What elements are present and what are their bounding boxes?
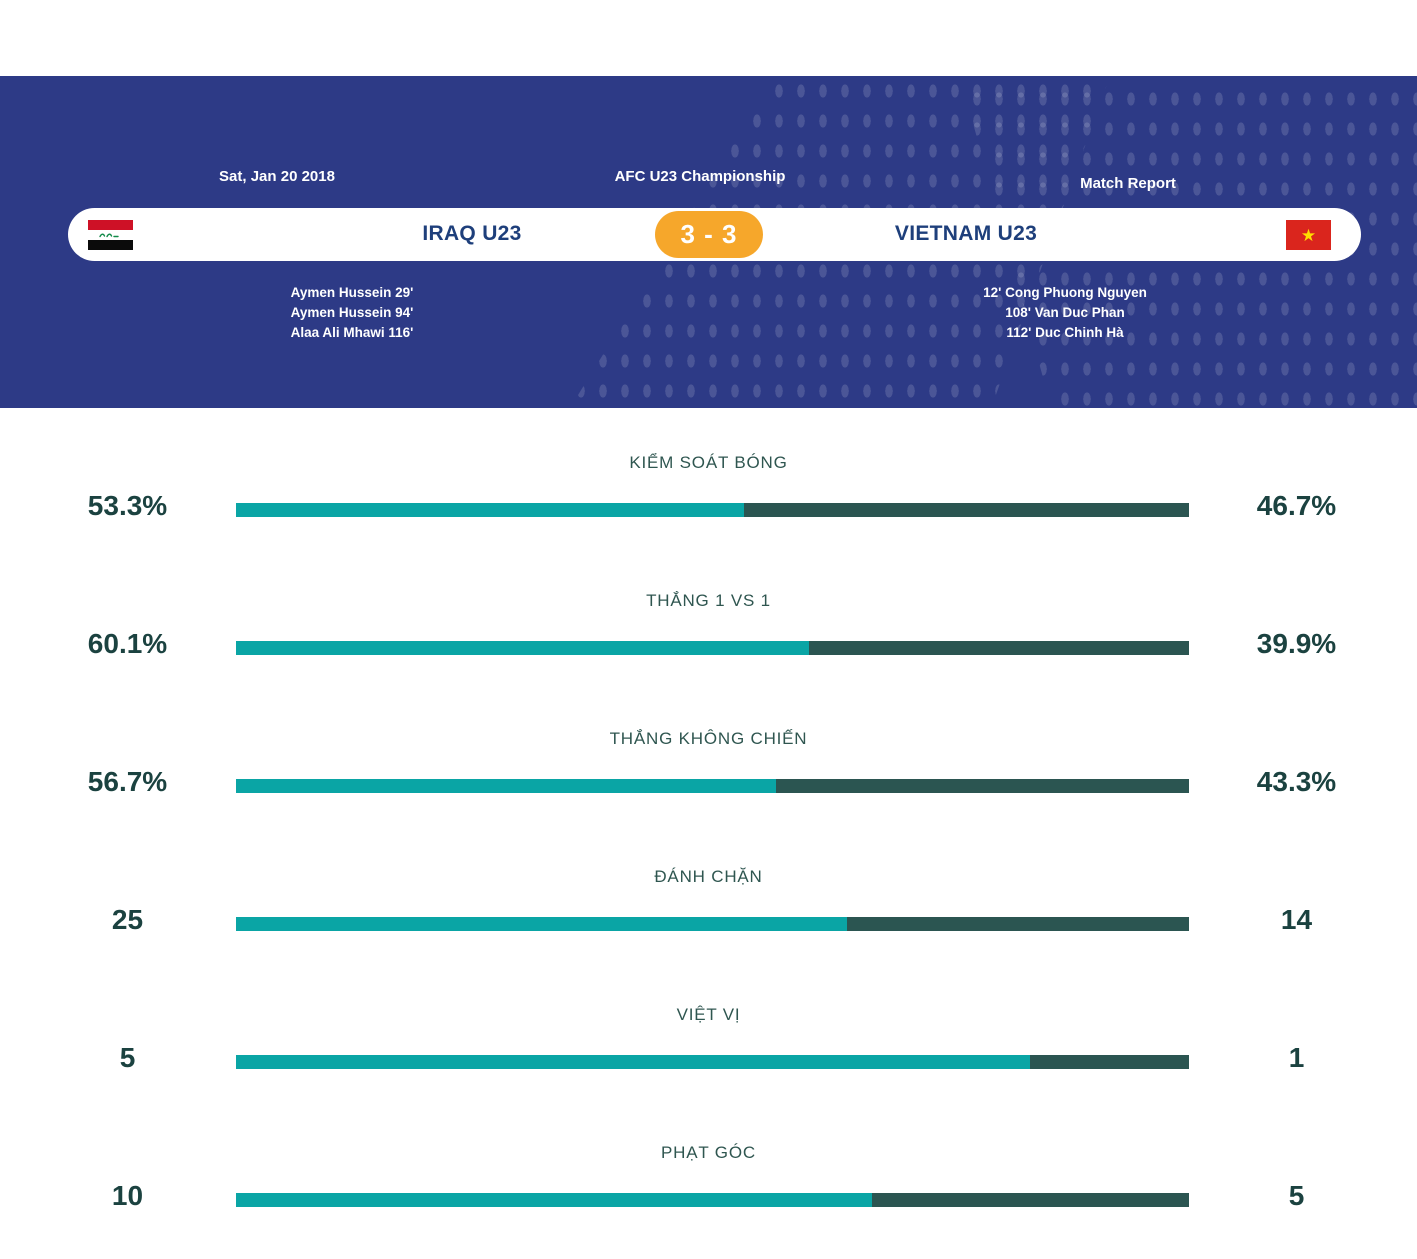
away-scorer: 112' Duc Chinh Hà [1006,325,1124,340]
match-date: Sat, Jan 20 2018 [219,168,335,185]
stat-row: THẮNG KHÔNG CHIẾN 56.7% 43.3% [0,724,1417,862]
stat-bar-home-fill [236,917,847,931]
stat-row: THẮNG 1 VS 1 60.1% 39.9% [0,586,1417,724]
stat-home-value: 5 [119,1042,136,1073]
match-stats-section: KIỂM SOÁT BÓNG 53.3% 46.7% THẮNG 1 VS 1 … [0,448,1417,1259]
competition-name: AFC U23 Championship [614,168,786,185]
stat-row: ĐÁNH CHẶN 25 14 [0,862,1417,1000]
vietnam-flag-icon: ★ [1286,220,1331,250]
stat-bar-home-fill [236,1055,1030,1069]
away-scorer: 12' Cong Phuong Nguyen [983,285,1147,300]
stat-away-value: 39.9% [1256,628,1337,659]
home-team-name: IRAQ U23 [422,221,522,245]
scoreline-bar: IRAQ U23 3 - 3 VIETNAM U23 ★ [68,208,1361,261]
stat-label: ĐÁNH CHẶN [654,867,763,886]
stat-home-value: 53.3% [87,490,168,521]
stat-bar-away-track [236,779,1189,793]
stat-away-value: 5 [1288,1180,1305,1211]
stat-label: KIỂM SOÁT BÓNG [629,453,788,472]
stat-bar-away-track [236,641,1189,655]
stat-bar-home-fill [236,1193,872,1207]
away-scorer: 108' Van Duc Phan [1005,305,1125,320]
away-scorers-list: 12' Cong Phuong Nguyen 108' Van Duc Phan 1… [983,283,1147,343]
star-icon: ★ [1300,225,1317,245]
stat-label: VIỆT VỊ [676,1005,741,1024]
home-scorer: Alaa Ali Mhawi 116' [290,325,414,340]
stat-bar-away-track [236,917,1189,931]
home-scorer: Aymen Hussein 29' [290,285,414,300]
stat-home-value: 56.7% [87,766,168,797]
stat-home-value: 60.1% [87,628,168,659]
score-badge: 3 - 3 [655,211,763,258]
stat-bar-home-fill [236,641,809,655]
stat-home-value: 10 [111,1180,144,1211]
stat-label: PHẠT GÓC [661,1143,756,1162]
home-scorer: Aymen Hussein 94' [290,305,414,320]
stat-row: KIỂM SOÁT BÓNG 53.3% 46.7% [0,448,1417,586]
stat-label: THẮNG KHÔNG CHIẾN [609,729,808,748]
stat-bar-away-track [236,1193,1189,1207]
stat-bar-home-fill [236,503,744,517]
home-scorers-list: Aymen Hussein 29' Aymen Hussein 94' Alaa A… [291,283,414,343]
match-report-link[interactable]: Match Report [1080,175,1176,192]
stat-row: PHẠT GÓC 10 5 [0,1138,1417,1259]
stat-away-value: 1 [1288,1042,1305,1073]
stat-bar-away-track [236,503,1189,517]
match-header: Sat, Jan 20 2018 AFC U23 Championship Ma… [0,76,1417,408]
stat-bar-away-track [236,1055,1189,1069]
stat-away-value: 14 [1280,904,1313,935]
iraq-flag-icon [88,220,133,250]
stat-home-value: 25 [111,904,144,935]
stat-row: VIỆT VỊ 5 1 [0,1000,1417,1138]
stat-away-value: 46.7% [1256,490,1337,521]
away-team-name: VIETNAM U23 [894,221,1038,245]
stat-label: THẮNG 1 VS 1 [646,591,771,610]
stat-bar-home-fill [236,779,777,793]
stat-away-value: 43.3% [1256,766,1337,797]
